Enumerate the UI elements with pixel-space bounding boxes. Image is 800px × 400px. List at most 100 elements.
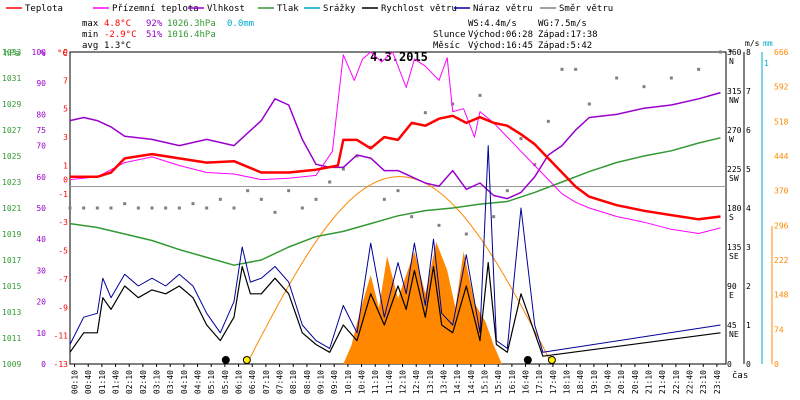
tick-dir: N xyxy=(729,57,734,66)
stats-block: max 4.8°C 92% 1026.3hPa 0.0mm min -2.9°C… xyxy=(82,19,254,51)
wind-dir-point xyxy=(396,189,400,193)
wind-dir-point xyxy=(123,202,127,206)
wind-dir-point xyxy=(478,93,482,97)
info-moon-label: Měsíc xyxy=(433,41,460,51)
tick-wm2: 0 xyxy=(774,360,779,369)
wind-dir-point xyxy=(218,197,222,201)
legend: Teplota Přízemní teplota Vlhkost Tlak Sr… xyxy=(6,4,613,14)
wind-dir-point xyxy=(150,206,154,210)
tick-mm: 1 xyxy=(764,59,769,68)
x-tick-label: 05:40 xyxy=(221,370,230,394)
wind-dir-point xyxy=(259,197,263,201)
tick-hpa: 1017 xyxy=(2,256,21,265)
info-wg: WG:7.5m/s xyxy=(538,19,587,29)
moonset-marker xyxy=(221,356,230,364)
tick-hpa: 1015 xyxy=(2,282,21,291)
x-tick-label: 19:40 xyxy=(604,370,613,394)
tick-ms: 6 xyxy=(746,126,751,135)
x-tick-label: 01:10 xyxy=(98,370,107,394)
tick-hpa: 1027 xyxy=(2,126,21,135)
wind-dir-point xyxy=(669,76,673,80)
series-ground-temp xyxy=(69,51,721,234)
tick-wm2: 296 xyxy=(774,221,789,230)
wind-dir-point xyxy=(95,206,99,210)
marks-layer xyxy=(68,50,723,365)
tick-dir: SE xyxy=(729,252,739,261)
x-tick-label: 15:40 xyxy=(494,370,503,394)
wind-dir-point xyxy=(382,197,386,201)
tick-degc: -13 xyxy=(54,360,69,369)
tick-wm2: 222 xyxy=(774,256,789,265)
series-temperature xyxy=(70,114,721,221)
tick-dir: SW xyxy=(729,174,739,183)
tick-pct: 70 xyxy=(36,142,46,151)
x-tick-label: 04:10 xyxy=(180,370,189,394)
wind-dir-point xyxy=(719,50,723,54)
x-tick-label: 00:10 xyxy=(71,370,80,394)
x-tick-label: 22:10 xyxy=(672,370,681,394)
tick-wm2: 370 xyxy=(774,187,789,196)
x-tick-label: 19:10 xyxy=(590,370,599,394)
wind-dir-point xyxy=(574,67,578,71)
wind-dir-point xyxy=(546,119,550,123)
x-tick-label: 11:10 xyxy=(371,370,380,394)
x-tick-label: 17:10 xyxy=(535,370,544,394)
x-tick-label: 20:10 xyxy=(617,370,626,394)
x-tick-label: 13:40 xyxy=(440,370,449,394)
stat-avg-temp: 1.3°C xyxy=(104,41,131,51)
xlabel-cas: čas xyxy=(732,370,748,381)
legend-vlhkost: Vlhkost xyxy=(207,4,245,14)
wind-dir-point xyxy=(191,202,195,206)
wind-dir-point xyxy=(423,111,427,115)
tick-degc: 9 xyxy=(63,48,68,57)
legend-teplota: Teplota xyxy=(25,4,63,14)
wind-dir-point xyxy=(205,206,209,210)
wind-dir-point xyxy=(273,210,277,214)
stat-min-temp: -2.9°C xyxy=(104,30,137,40)
x-tick-label: 04:40 xyxy=(194,370,203,394)
tick-hpa: 1025 xyxy=(2,152,21,161)
x-tick-label: 03:10 xyxy=(153,370,162,394)
tick-pct: 90 xyxy=(36,79,46,88)
wind-dir-point xyxy=(341,167,345,171)
tick-degc: -7 xyxy=(58,275,68,284)
x-tick-label: 13:10 xyxy=(426,370,435,394)
x-tick-label: 10:10 xyxy=(344,370,353,394)
chart-title: 4.3.2015 xyxy=(370,50,428,64)
tick-pct: 50 xyxy=(36,204,46,213)
series-pressure xyxy=(69,137,721,266)
wind-dir-point xyxy=(68,206,72,210)
tick-degc: 5 xyxy=(63,105,68,114)
tick-degc: 3 xyxy=(63,133,68,142)
tick-wm2: 148 xyxy=(774,291,789,300)
stat-max-hum: 92% xyxy=(146,19,163,29)
tick-degc: -1 xyxy=(58,190,68,199)
tick-pct: 20 xyxy=(36,298,46,307)
tick-deg: 45 xyxy=(727,321,737,330)
unit-deg: ° xyxy=(728,49,733,59)
tick-degc: 1 xyxy=(63,161,68,170)
stat-min-hum: 51% xyxy=(146,30,163,40)
wind-dir-point xyxy=(492,215,496,219)
tick-ms: 5 xyxy=(746,165,751,174)
tick-dir: NE xyxy=(729,330,739,339)
x-tick-label: 07:40 xyxy=(276,370,285,394)
stat-max-rain: 0.0mm xyxy=(227,19,254,29)
legend-rychlost-vetru: Rychlost větru xyxy=(381,4,457,14)
legend-smer-vetru: Směr větru xyxy=(559,4,613,14)
tick-dir: E xyxy=(729,291,734,300)
x-tick-label: 05:10 xyxy=(207,370,216,394)
tick-hpa: 1029 xyxy=(2,100,21,109)
tick-ms: 0 xyxy=(746,360,751,369)
tick-pct: 100 xyxy=(32,48,47,57)
tick-pct: 75 xyxy=(36,126,46,135)
tick-deg: 135 xyxy=(727,243,742,252)
tick-degc: 0 xyxy=(63,176,68,185)
moonrise-marker xyxy=(523,356,532,364)
wind-dir-point xyxy=(164,206,168,210)
tick-ms: 1 xyxy=(746,321,751,330)
stat-min-label: min xyxy=(82,30,98,40)
x-tick-label: 01:40 xyxy=(112,370,121,394)
x-tick-label: 08:10 xyxy=(289,370,298,394)
unit-ms: m/s xyxy=(745,39,760,48)
